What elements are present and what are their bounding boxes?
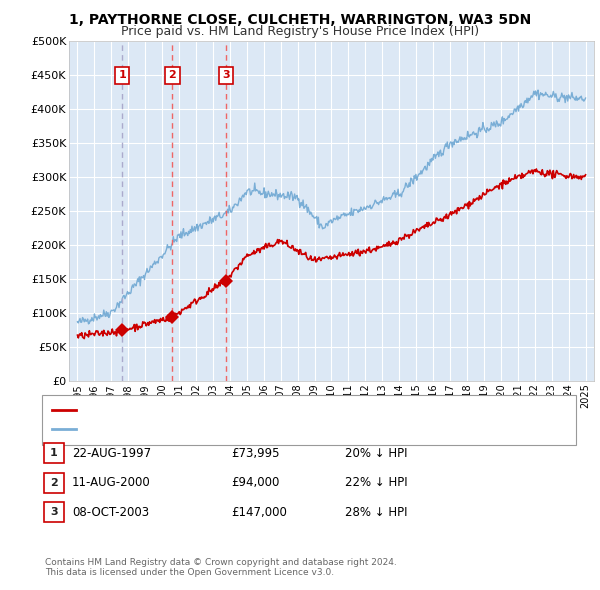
Text: 22-AUG-1997: 22-AUG-1997: [72, 447, 151, 460]
Text: 1: 1: [50, 448, 58, 458]
Text: 08-OCT-2003: 08-OCT-2003: [72, 506, 149, 519]
Text: 28% ↓ HPI: 28% ↓ HPI: [345, 506, 407, 519]
Text: 22% ↓ HPI: 22% ↓ HPI: [345, 476, 407, 489]
Text: Price paid vs. HM Land Registry's House Price Index (HPI): Price paid vs. HM Land Registry's House …: [121, 25, 479, 38]
Text: 2: 2: [169, 70, 176, 80]
Text: 1, PAYTHORNE CLOSE, CULCHETH, WARRINGTON, WA3 5DN (detached house): 1, PAYTHORNE CLOSE, CULCHETH, WARRINGTON…: [81, 405, 485, 415]
Text: Contains HM Land Registry data © Crown copyright and database right 2024.
This d: Contains HM Land Registry data © Crown c…: [45, 558, 397, 577]
Text: £147,000: £147,000: [231, 506, 287, 519]
Text: £73,995: £73,995: [231, 447, 280, 460]
Text: 11-AUG-2000: 11-AUG-2000: [72, 476, 151, 489]
Text: 3: 3: [222, 70, 230, 80]
Text: £94,000: £94,000: [231, 476, 280, 489]
Text: HPI: Average price, detached house, Warrington: HPI: Average price, detached house, Warr…: [81, 424, 332, 434]
Text: 2: 2: [50, 478, 58, 487]
Text: 1, PAYTHORNE CLOSE, CULCHETH, WARRINGTON, WA3 5DN: 1, PAYTHORNE CLOSE, CULCHETH, WARRINGTON…: [69, 13, 531, 27]
Text: 1: 1: [118, 70, 126, 80]
Text: 20% ↓ HPI: 20% ↓ HPI: [345, 447, 407, 460]
Text: 3: 3: [50, 507, 58, 517]
